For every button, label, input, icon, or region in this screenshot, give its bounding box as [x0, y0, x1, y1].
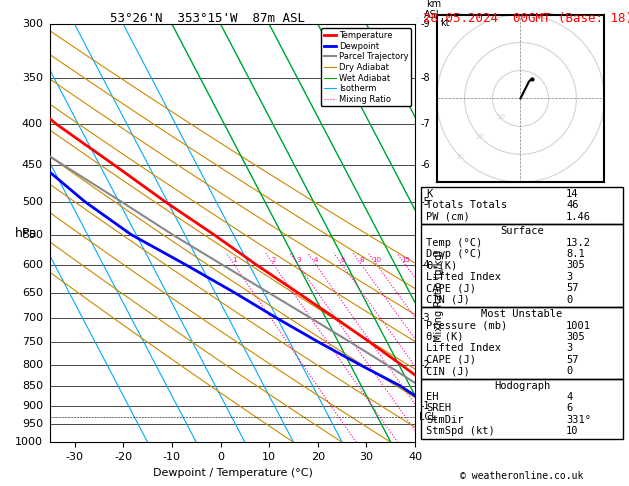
Text: 1: 1	[232, 257, 237, 262]
Text: θₑ (K): θₑ (K)	[426, 332, 464, 342]
Text: 331°: 331°	[566, 415, 591, 425]
Text: θₑ(K): θₑ(K)	[426, 260, 458, 271]
Legend: Temperature, Dewpoint, Parcel Trajectory, Dry Adiabat, Wet Adiabat, Isotherm, Mi: Temperature, Dewpoint, Parcel Trajectory…	[321, 29, 411, 106]
Text: CIN (J): CIN (J)	[426, 295, 470, 305]
Text: -6: -6	[421, 160, 430, 170]
Text: Hodograph: Hodograph	[494, 381, 550, 391]
Text: 600: 600	[22, 260, 43, 270]
Text: 3: 3	[566, 272, 572, 282]
Text: 900: 900	[22, 400, 43, 411]
Text: -9: -9	[421, 19, 430, 29]
Text: -5: -5	[421, 197, 430, 207]
Text: CAPE (J): CAPE (J)	[426, 283, 476, 294]
Text: 20: 20	[476, 134, 485, 139]
Text: 15: 15	[401, 257, 410, 262]
Text: 46: 46	[566, 200, 579, 210]
Text: StmSpd (kt): StmSpd (kt)	[426, 426, 495, 436]
Text: 850: 850	[22, 381, 43, 391]
Text: CAPE (J): CAPE (J)	[426, 355, 476, 365]
Text: Mixing Ratio (g/kg): Mixing Ratio (g/kg)	[434, 250, 444, 342]
Text: Temp (°C): Temp (°C)	[426, 238, 482, 248]
Text: km
ASL: km ASL	[424, 0, 443, 20]
Text: 28.05.2024  00GMT (Base: 18): 28.05.2024 00GMT (Base: 18)	[423, 12, 629, 25]
Text: 8: 8	[359, 257, 364, 262]
Text: Totals Totals: Totals Totals	[426, 200, 508, 210]
Text: 10: 10	[566, 426, 579, 436]
Text: 700: 700	[22, 313, 43, 324]
Text: 350: 350	[22, 73, 43, 83]
Text: 450: 450	[22, 160, 43, 170]
Text: 500: 500	[22, 197, 43, 207]
Text: 6: 6	[340, 257, 345, 262]
Text: 1001: 1001	[566, 321, 591, 330]
Text: Lifted Index: Lifted Index	[426, 344, 501, 353]
Text: 8.1: 8.1	[566, 249, 585, 259]
Text: 2: 2	[272, 257, 276, 262]
Text: hPa: hPa	[15, 227, 38, 240]
Text: 400: 400	[22, 119, 43, 129]
Text: 550: 550	[22, 230, 43, 240]
Text: 57: 57	[566, 283, 579, 294]
Text: 300: 300	[22, 19, 43, 29]
Text: 10: 10	[496, 114, 505, 120]
Text: 3: 3	[566, 344, 572, 353]
Text: Dewp (°C): Dewp (°C)	[426, 249, 482, 259]
Text: 3: 3	[296, 257, 301, 262]
Text: © weatheronline.co.uk: © weatheronline.co.uk	[460, 471, 584, 481]
Text: 0: 0	[566, 366, 572, 376]
Text: 53°26'N  353°15'W  87m ASL: 53°26'N 353°15'W 87m ASL	[110, 12, 305, 25]
Text: 1000: 1000	[15, 437, 43, 447]
Text: 800: 800	[22, 360, 43, 370]
Text: K: K	[426, 189, 433, 199]
Text: StmDir: StmDir	[426, 415, 464, 425]
Text: -1: -1	[421, 400, 430, 411]
Text: Surface: Surface	[500, 226, 544, 236]
Text: -4: -4	[421, 260, 430, 270]
Text: 650: 650	[22, 288, 43, 298]
Text: 950: 950	[22, 419, 43, 430]
Text: 4: 4	[566, 392, 572, 402]
Text: 305: 305	[566, 332, 585, 342]
Text: LCL: LCL	[419, 412, 437, 422]
Text: CIN (J): CIN (J)	[426, 366, 470, 376]
Text: -8: -8	[421, 73, 430, 83]
Text: 4: 4	[314, 257, 318, 262]
X-axis label: Dewpoint / Temperature (°C): Dewpoint / Temperature (°C)	[153, 468, 313, 478]
Text: -3: -3	[421, 313, 430, 324]
Text: -2: -2	[421, 360, 430, 370]
Text: Pressure (mb): Pressure (mb)	[426, 321, 508, 330]
Text: EH: EH	[426, 392, 439, 402]
Text: 750: 750	[22, 337, 43, 347]
Text: 14: 14	[566, 189, 579, 199]
Text: Lifted Index: Lifted Index	[426, 272, 501, 282]
Text: 30: 30	[455, 154, 465, 160]
Text: 6: 6	[566, 403, 572, 414]
Text: 305: 305	[566, 260, 585, 271]
Text: 13.2: 13.2	[566, 238, 591, 248]
Text: Most Unstable: Most Unstable	[481, 309, 563, 319]
Text: PW (cm): PW (cm)	[426, 212, 470, 222]
Text: 10: 10	[372, 257, 381, 262]
Text: SREH: SREH	[426, 403, 452, 414]
Text: 57: 57	[566, 355, 579, 365]
Text: 0: 0	[566, 295, 572, 305]
Text: -7: -7	[421, 119, 430, 129]
Text: 1.46: 1.46	[566, 212, 591, 222]
Text: kt: kt	[440, 18, 450, 28]
